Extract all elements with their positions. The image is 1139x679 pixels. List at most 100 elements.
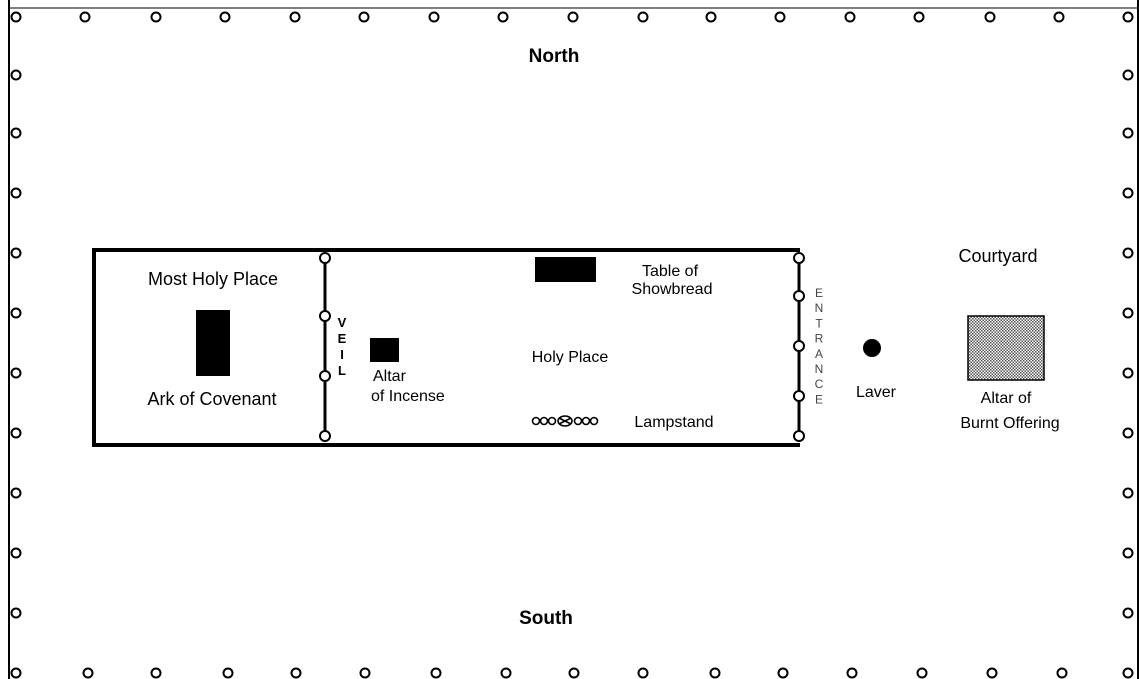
courtyard-post [984, 11, 996, 23]
courtyard-post [846, 667, 858, 679]
courtyard-post [1122, 11, 1134, 23]
courtyard-post [705, 11, 717, 23]
table-of-showbread-label-line1: Table of [642, 263, 699, 280]
veil-letter: I [340, 347, 344, 362]
courtyard-post [916, 667, 928, 679]
veil-post [319, 252, 331, 264]
courtyard-post [709, 667, 721, 679]
veil-post [319, 310, 331, 322]
courtyard-post [777, 667, 789, 679]
courtyard-post [568, 667, 580, 679]
courtyard-post [430, 667, 442, 679]
courtyard-post [10, 187, 22, 199]
courtyard-post [1122, 607, 1134, 619]
veil-letter: E [338, 331, 347, 346]
courtyard-fence [8, 0, 1139, 679]
courtyard-post [1122, 667, 1134, 679]
entrance-letter: N [815, 362, 824, 376]
courtyard-post [10, 607, 22, 619]
tabernacle-outline [92, 248, 800, 447]
laver-shape [863, 339, 881, 357]
holy-place-label: Holy Place [532, 349, 609, 366]
veil-post [319, 370, 331, 382]
courtyard-post [567, 11, 579, 23]
courtyard-post [10, 69, 22, 81]
entrance-letter: E [815, 286, 823, 300]
courtyard-post [219, 11, 231, 23]
courtyard-post [10, 127, 22, 139]
veil-post [319, 430, 331, 442]
most-holy-place-label: Most Holy Place [148, 269, 278, 289]
entrance-letter: R [815, 332, 824, 346]
ark-of-covenant-label: Ark of Covenant [147, 389, 276, 409]
courtyard-post [1056, 667, 1068, 679]
courtyard-post [1122, 187, 1134, 199]
courtyard-post [150, 667, 162, 679]
lampstand-icon [531, 415, 599, 427]
altar-of-incense-label-line2: of Incense [371, 388, 445, 405]
courtyard-post [10, 667, 22, 679]
courtyard-post [82, 667, 94, 679]
courtyard-post [1122, 367, 1134, 379]
courtyard-post [359, 667, 371, 679]
south-label: South [519, 608, 573, 629]
courtyard-post [637, 11, 649, 23]
courtyard-post [10, 547, 22, 559]
courtyard-post [1053, 11, 1065, 23]
entrance-post [793, 340, 805, 352]
courtyard-post [150, 11, 162, 23]
courtyard-label: Courtyard [958, 246, 1037, 266]
courtyard-post [1122, 427, 1134, 439]
ark-of-covenant-shape [196, 310, 230, 376]
courtyard-post [290, 667, 302, 679]
entrance-post [793, 290, 805, 302]
altar-of-burnt-offering-label-line2: Burnt Offering [960, 415, 1059, 432]
courtyard-post [10, 367, 22, 379]
veil [319, 252, 331, 442]
entrance-post [793, 390, 805, 402]
altar-of-burnt-offering-shape [967, 315, 1045, 381]
entrance-letter: C [815, 377, 824, 391]
courtyard-post [986, 667, 998, 679]
entrance-letter: T [815, 316, 823, 330]
lampstand-label: Lampstand [634, 414, 713, 431]
courtyard-post [1122, 307, 1134, 319]
veil-letter: L [338, 363, 346, 378]
entrance-post [793, 252, 805, 264]
courtyard-post [1122, 127, 1134, 139]
courtyard-post [10, 487, 22, 499]
entrance-letter: N [815, 301, 824, 315]
courtyard-post [10, 247, 22, 259]
courtyard-post [1122, 69, 1134, 81]
table-of-showbread-label-line2: Showbread [632, 281, 713, 298]
courtyard-posts [10, 11, 1134, 679]
courtyard-post [222, 667, 234, 679]
altar-of-incense-shape [370, 338, 399, 362]
veil-letter: V [338, 315, 347, 330]
entrance [793, 252, 805, 442]
courtyard-post [428, 11, 440, 23]
courtyard-post [497, 11, 509, 23]
courtyard-post [500, 667, 512, 679]
north-label: North [529, 46, 580, 67]
entrance-letter: A [815, 347, 823, 361]
courtyard-post [637, 667, 649, 679]
courtyard-post [10, 307, 22, 319]
courtyard-post [358, 11, 370, 23]
courtyard-post [844, 11, 856, 23]
courtyard-post [10, 11, 22, 23]
table-of-showbread-shape [535, 257, 596, 282]
courtyard-post [1122, 547, 1134, 559]
courtyard-post [1122, 487, 1134, 499]
courtyard-post [913, 11, 925, 23]
altar-of-burnt-offering-label-line1: Altar of [981, 390, 1032, 407]
entrance-post [793, 430, 805, 442]
courtyard-post [10, 427, 22, 439]
courtyard-post [1122, 247, 1134, 259]
courtyard-post [774, 11, 786, 23]
laver-label: Laver [856, 384, 897, 401]
entrance-letter: E [815, 392, 823, 406]
